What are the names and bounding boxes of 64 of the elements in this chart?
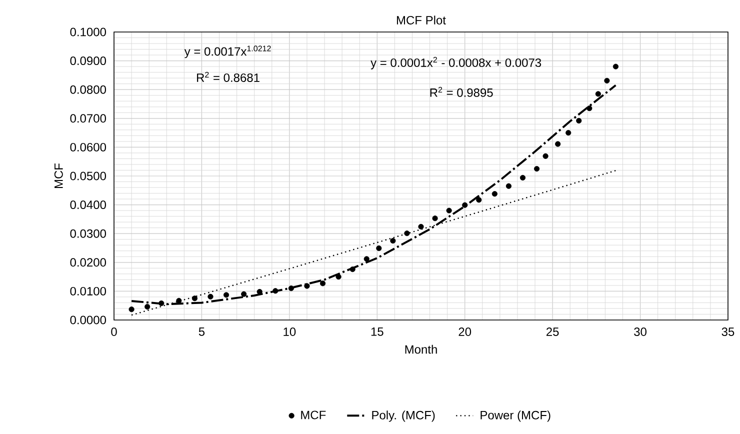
y-tick-label: 0.0300 bbox=[70, 229, 106, 238]
point bbox=[576, 118, 582, 124]
x-tick-label: 10 bbox=[284, 328, 296, 336]
y-tick-label: 0.0200 bbox=[70, 258, 106, 267]
point bbox=[542, 153, 548, 159]
legend-label: Poly. (MCF) bbox=[372, 410, 435, 422]
y-tick-label: 0.0800 bbox=[70, 85, 106, 94]
point bbox=[144, 304, 150, 310]
point bbox=[586, 106, 592, 112]
point bbox=[432, 216, 438, 222]
y-tick-label: 0.0900 bbox=[70, 56, 106, 66]
x-tick-label: 20 bbox=[458, 328, 472, 336]
x-axis-title: Month bbox=[405, 344, 437, 354]
annotation: R$^{2}$ = 0.8681 bbox=[197, 72, 260, 82]
point bbox=[595, 91, 601, 97]
chart-title: MCF Plot bbox=[396, 16, 446, 24]
point bbox=[612, 64, 619, 70]
y-tick-label: 0.0700 bbox=[70, 114, 106, 123]
legend-label: MCF bbox=[301, 410, 326, 420]
point bbox=[520, 174, 526, 181]
y-tick-label: 0.0500 bbox=[70, 172, 106, 180]
point bbox=[320, 280, 326, 286]
point bbox=[404, 230, 410, 236]
x-tick-label: 5 bbox=[198, 328, 205, 336]
point bbox=[158, 300, 164, 306]
point bbox=[350, 266, 356, 272]
y-tick-label: 0.0100 bbox=[70, 286, 106, 296]
annotation: R$^{2}$ = 0.9895 bbox=[430, 86, 493, 97]
y-tick-label: 0.1000 bbox=[70, 28, 106, 36]
point bbox=[492, 191, 498, 197]
x-tick-label: 25 bbox=[546, 328, 559, 336]
point bbox=[506, 183, 512, 189]
y-tick-label: 0.0400 bbox=[70, 200, 106, 210]
y-tick-label: 0.0600 bbox=[70, 142, 106, 152]
y-tick-label: 0.0000 bbox=[70, 316, 106, 324]
legend-label: Power (MCF) bbox=[480, 410, 550, 422]
point bbox=[128, 306, 134, 312]
point bbox=[476, 197, 482, 203]
point bbox=[192, 296, 198, 302]
x-tick-label: 35 bbox=[722, 328, 734, 336]
point bbox=[241, 291, 247, 297]
point bbox=[376, 245, 382, 252]
point bbox=[390, 238, 396, 244]
annotation: y = 0.0001x$^{2}$ - 0.0008x + 0.0073 bbox=[370, 56, 542, 70]
y-axis-title: MCF bbox=[54, 163, 63, 188]
point bbox=[336, 274, 342, 280]
point bbox=[208, 294, 214, 300]
point bbox=[446, 208, 452, 214]
point bbox=[176, 298, 182, 304]
point bbox=[304, 283, 310, 289]
point bbox=[555, 141, 561, 147]
x-tick-label: 0 bbox=[111, 328, 117, 336]
point bbox=[604, 78, 610, 84]
point bbox=[288, 286, 294, 292]
point bbox=[272, 288, 278, 294]
point bbox=[418, 224, 424, 230]
point bbox=[223, 292, 230, 298]
point bbox=[462, 202, 468, 208]
point bbox=[364, 256, 370, 262]
point bbox=[534, 166, 540, 172]
x-tick-label: 15 bbox=[371, 328, 384, 336]
x-tick-label: 30 bbox=[634, 328, 646, 336]
annotation: y = 0.0017x$^{1.0212}$ bbox=[184, 46, 271, 58]
point bbox=[566, 130, 572, 136]
